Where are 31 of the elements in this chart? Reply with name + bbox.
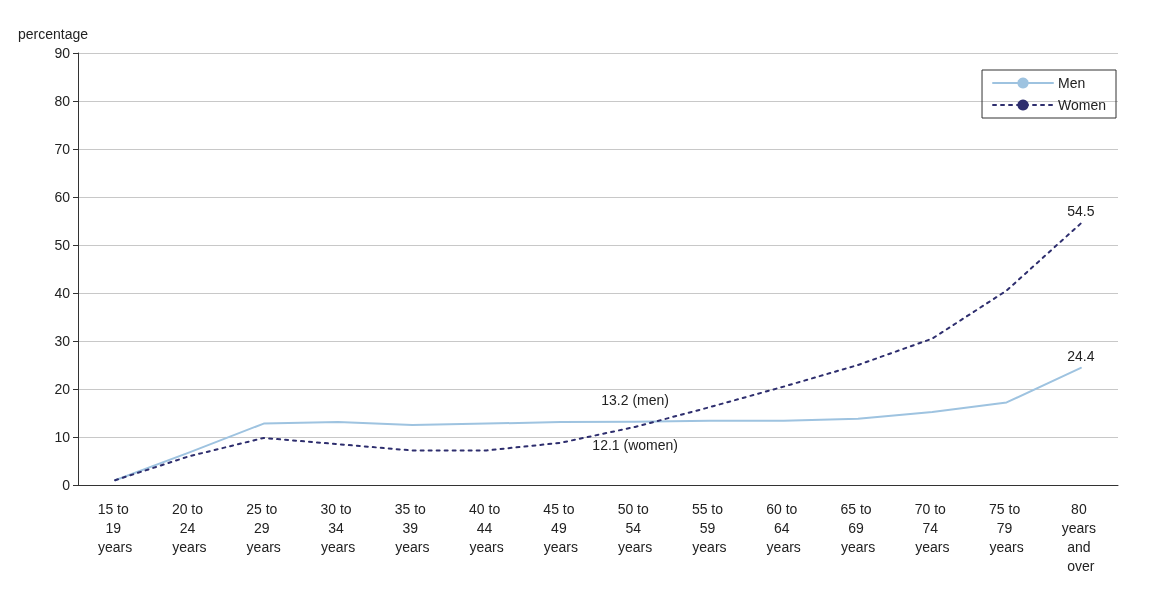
x-tick-label: 80 years and over bbox=[1061, 500, 1100, 574]
annotation: 12.1 (women) bbox=[592, 436, 678, 453]
legend-label: Men bbox=[1058, 75, 1086, 91]
x-tick-label: 65 to 69 years bbox=[840, 500, 876, 555]
data-label: 24.4 bbox=[1067, 347, 1095, 364]
x-tick-label: 35 to 39 years bbox=[394, 500, 430, 555]
x-tick-label: 75 to 79 years bbox=[989, 500, 1025, 555]
y-axis-title: percentage bbox=[18, 26, 89, 42]
x-tick-label: 15 to 19 years bbox=[97, 500, 133, 555]
x-tick-label: 40 to 44 years bbox=[469, 500, 505, 555]
y-tick-label: 50 bbox=[54, 237, 71, 253]
y-tick-label: 90 bbox=[54, 45, 71, 61]
y-tick-label: 70 bbox=[54, 141, 71, 157]
y-tick-label: 20 bbox=[54, 381, 71, 397]
x-tick-label: 60 to 64 years bbox=[766, 500, 802, 555]
x-tick-label: 70 to 74 years bbox=[914, 500, 950, 555]
y-tick-label: 10 bbox=[54, 429, 71, 445]
y-tick-label: 0 bbox=[62, 477, 71, 493]
annotation: 13.2 (men) bbox=[601, 391, 669, 408]
legend-label: Women bbox=[1058, 97, 1106, 113]
x-tick-label: 45 to 49 years bbox=[543, 500, 579, 555]
y-tick-label: 60 bbox=[54, 189, 71, 205]
x-tick-label: 30 to 34 years bbox=[320, 500, 356, 555]
y-tick-label: 40 bbox=[54, 285, 71, 301]
x-tick-label: 50 to 54 years bbox=[617, 500, 653, 555]
data-label: 54.5 bbox=[1067, 203, 1095, 220]
y-tick-label: 30 bbox=[54, 333, 71, 349]
x-tick-label: 55 to 59 years bbox=[691, 500, 727, 555]
x-tick-label: 20 to 24 years bbox=[171, 500, 207, 555]
y-tick-label: 80 bbox=[54, 93, 71, 109]
x-tick-label: 25 to 29 years bbox=[246, 500, 282, 555]
